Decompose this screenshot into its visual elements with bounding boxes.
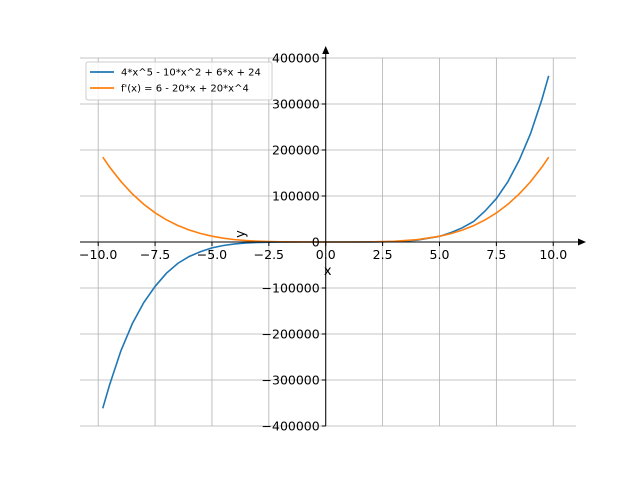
y-tick-label: 300000 (272, 97, 320, 112)
y-tick-label: 200000 (272, 143, 320, 158)
y-axis-arrow-icon (322, 46, 330, 54)
x-axis-label: x (324, 264, 332, 279)
x-axis-arrow-icon (578, 238, 586, 246)
y-tick-label: −300000 (262, 373, 320, 388)
legend: 4*x^5 - 10*x^2 + 6*x + 24 f'(x) = 6 - 20*… (85, 61, 273, 101)
x-tick-label: −7.5 (140, 247, 170, 262)
y-tick-label: −400000 (262, 419, 320, 434)
x-tick-label: 7.5 (486, 247, 506, 262)
tick-labels: −10.0 −7.5 −5.0 −2.5 0.0 2.5 5.0 7.5 10.0 −400000… (79, 51, 567, 434)
y-tick-label: 0 (312, 235, 320, 250)
y-axis-label: y (234, 230, 249, 238)
y-tick-label: −200000 (262, 327, 320, 342)
x-tick-label: 2.5 (373, 247, 393, 262)
x-tick-label: −10.0 (79, 247, 117, 262)
legend-frame (85, 61, 273, 101)
y-tick-label: 400000 (272, 51, 320, 66)
legend-label-2: f'(x) = 6 - 20*x + 20*x^4 (121, 84, 249, 95)
x-tick-label: 10.0 (539, 247, 567, 262)
y-tick-label: −100000 (262, 281, 320, 296)
x-tick-label: 5.0 (430, 247, 450, 262)
x-tick-label: 0.0 (316, 247, 336, 262)
x-tick-label: −2.5 (254, 247, 284, 262)
legend-label-1: 4*x^5 - 10*x^2 + 6*x + 24 (121, 68, 261, 79)
y-tick-label: 100000 (272, 189, 320, 204)
axes (80, 46, 586, 427)
x-tick-label: −5.0 (197, 247, 227, 262)
